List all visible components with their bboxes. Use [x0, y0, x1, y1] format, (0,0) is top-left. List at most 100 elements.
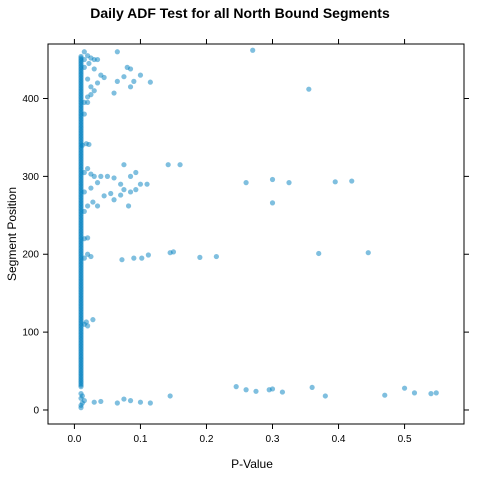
data-point — [81, 189, 87, 195]
x-axis-label: P-Value — [231, 457, 273, 471]
data-point — [127, 173, 134, 179]
data-point — [91, 88, 97, 94]
y-tick-label: 200 — [22, 250, 39, 261]
data-point — [309, 384, 315, 391]
data-point — [401, 385, 408, 391]
data-point — [127, 189, 134, 195]
data-point — [322, 393, 328, 399]
data-point — [279, 389, 286, 395]
data-point — [94, 80, 101, 86]
x-tick-label: 0.2 — [200, 434, 214, 445]
data-point — [78, 391, 84, 397]
data-point — [411, 390, 418, 396]
y-tick-label: 400 — [22, 94, 39, 105]
data-point — [98, 173, 104, 179]
data-point — [306, 86, 312, 92]
chart-title: Daily ADF Test for all North Bound Segme… — [90, 5, 390, 21]
data-point — [124, 64, 130, 70]
x-tick-label: 0.4 — [332, 434, 346, 445]
x-tick-label: 0.5 — [398, 434, 412, 445]
data-point — [118, 181, 124, 187]
data-point — [94, 203, 101, 209]
data-point — [121, 74, 127, 80]
data-point — [114, 78, 120, 84]
data-point — [108, 190, 114, 197]
x-tick-label: 0.1 — [133, 434, 147, 445]
data-point — [428, 391, 434, 397]
data-point — [81, 49, 87, 55]
data-point — [98, 398, 104, 405]
data-point — [88, 92, 94, 98]
data-point — [101, 74, 107, 81]
data-point — [197, 254, 203, 260]
data-point — [144, 181, 150, 187]
y-tick-label: 300 — [22, 172, 39, 183]
data-point — [81, 56, 87, 63]
data-point — [147, 400, 153, 406]
x-tick-label: 0.3 — [266, 434, 280, 445]
data-point — [85, 165, 91, 172]
data-point — [365, 250, 371, 256]
data-point — [433, 390, 439, 396]
data-point — [170, 249, 177, 255]
data-point — [85, 235, 91, 241]
data-point — [133, 169, 139, 176]
data-point — [125, 203, 132, 209]
plot-panel — [47, 43, 465, 425]
data-point — [137, 72, 144, 78]
data-point — [137, 181, 144, 187]
data-point — [121, 162, 127, 168]
y-tick-label: 0 — [33, 405, 39, 416]
data-point — [104, 173, 111, 179]
data-point — [86, 141, 92, 148]
data-point — [111, 90, 117, 96]
data-point — [243, 180, 249, 186]
data-point — [85, 76, 91, 82]
data-point — [118, 192, 124, 198]
data-point — [147, 79, 153, 85]
data-point — [382, 392, 388, 398]
data-point — [78, 53, 84, 60]
data-point — [286, 180, 292, 186]
data-point — [213, 253, 219, 260]
y-axis-label: Segment Position — [5, 187, 19, 281]
data-point — [101, 193, 107, 199]
y-tick-label: 100 — [22, 328, 39, 339]
data-point — [81, 169, 87, 176]
data-point — [86, 60, 92, 67]
data-point — [269, 386, 276, 392]
data-point — [91, 66, 97, 72]
data-point — [269, 200, 276, 206]
data-point — [127, 398, 134, 404]
data-point — [131, 255, 137, 261]
data-point — [85, 203, 91, 209]
data-point — [167, 393, 173, 399]
data-point — [114, 49, 120, 55]
data-point — [119, 257, 125, 263]
data-point — [88, 253, 94, 260]
data-point — [332, 179, 338, 185]
data-point — [165, 162, 171, 168]
data-point — [131, 78, 137, 84]
data-point — [121, 187, 127, 193]
data-point — [269, 176, 276, 183]
data-point — [88, 84, 94, 90]
data-point — [139, 255, 145, 261]
data-point — [316, 250, 322, 257]
data-point — [81, 208, 87, 215]
data-point — [91, 399, 97, 405]
data-point — [81, 64, 87, 70]
data-point — [91, 173, 97, 179]
data-point — [250, 47, 256, 53]
data-point — [121, 396, 127, 402]
data-point — [88, 185, 94, 191]
data-point — [111, 175, 117, 181]
data-point — [81, 111, 87, 117]
data-point — [233, 384, 239, 390]
data-point — [177, 162, 183, 168]
data-point — [94, 56, 101, 63]
data-point — [243, 387, 249, 393]
x-tick-label: 0.0 — [67, 434, 81, 445]
